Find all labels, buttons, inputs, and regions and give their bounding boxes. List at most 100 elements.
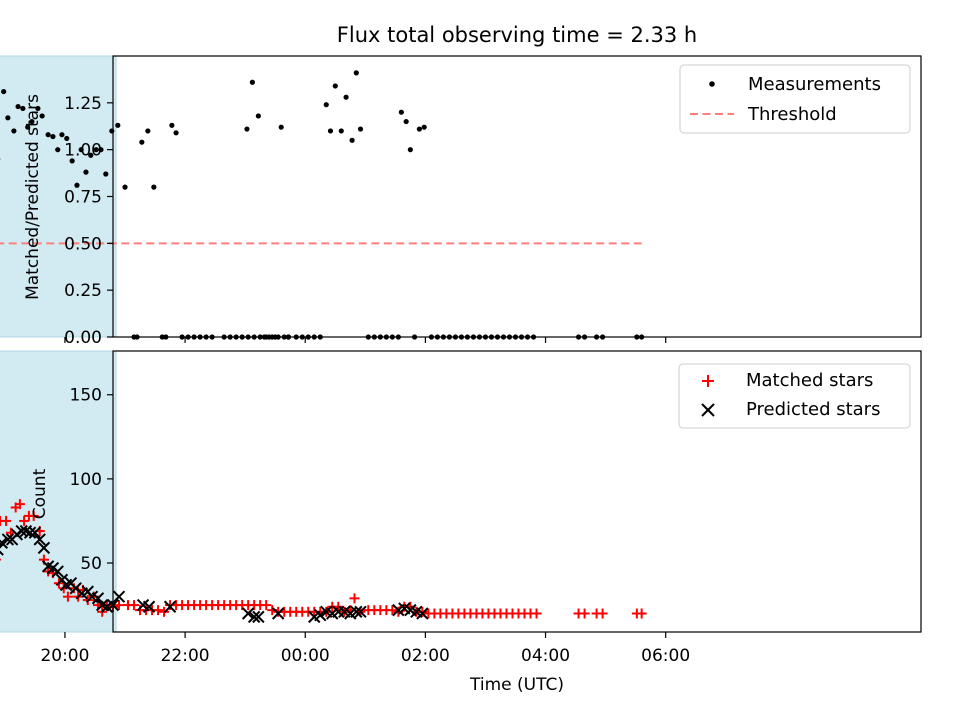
measurement-point (109, 128, 115, 134)
matched-point (153, 605, 164, 616)
measurement-point (407, 147, 413, 153)
measurement-point (11, 128, 17, 134)
measurement-point (403, 118, 409, 125)
legend-matched-label: Matched stars (746, 370, 873, 391)
matched-point (43, 566, 54, 577)
predicted-point (314, 608, 327, 622)
predicted-point (247, 610, 261, 624)
measurement-point (45, 132, 51, 138)
measurement-point (78, 147, 84, 153)
x-tick-label: 22:00 (161, 646, 210, 666)
predicted-point (112, 590, 126, 603)
top-legend-box (679, 64, 911, 134)
measurement-point (39, 113, 45, 119)
bottom-y-axis-label: Count (30, 468, 50, 519)
measurement-point (59, 132, 65, 138)
top-legend: Measurements Threshold (679, 64, 911, 134)
predicted-point (28, 526, 42, 539)
measurement-point (353, 70, 359, 76)
measurement-point (115, 122, 121, 128)
matched-point (261, 600, 272, 611)
top-axes-frame (112, 55, 922, 338)
legend-predicted-label: Predicted stars (746, 399, 880, 420)
measurement-point (83, 169, 89, 175)
measurement-point (278, 124, 284, 130)
matched-point (636, 608, 647, 619)
bottom-y-tick-label: 50 (80, 554, 102, 574)
bottom-legend: Matched stars Predicted stars (678, 363, 911, 429)
measurements-series (0, 70, 645, 340)
matched-point (349, 593, 360, 604)
predicted-point (33, 533, 46, 546)
measurement-point (332, 83, 338, 89)
matched-point (531, 608, 542, 619)
measurement-point (338, 128, 344, 134)
measurement-point (93, 147, 99, 153)
measurement-point (50, 133, 56, 140)
measurement-point (169, 122, 175, 128)
legend-plus-icon (702, 375, 714, 387)
top-y-tick-label: 0.50 (64, 234, 102, 254)
x-axis-label: Time (UTC) (469, 675, 564, 695)
measurement-point (349, 137, 355, 143)
matched-point (159, 606, 170, 617)
predicted-point (37, 541, 51, 555)
x-tick-label: 02:00 (401, 646, 450, 666)
predicted-point (416, 607, 429, 620)
matched-point (129, 600, 140, 611)
chart-title: Flux total observing time = 2.33 h (337, 23, 697, 47)
predicted-point (0, 543, 4, 556)
predicted-point (1, 533, 15, 546)
x-tick-label: 20:00 (40, 646, 89, 666)
measurement-point (255, 113, 261, 119)
top-y-tick-label: 1.25 (64, 94, 102, 114)
measurement-point (343, 94, 349, 100)
measurement-point (20, 105, 26, 112)
measurement-point (15, 103, 21, 110)
measurement-point (421, 124, 427, 130)
predicted-point (354, 605, 367, 619)
bottom-y-axis: 50 100 150 (70, 386, 113, 574)
measurement-point (122, 184, 128, 190)
matched-point (1, 515, 12, 526)
legend-measurements-label: Measurements (748, 74, 881, 95)
x-tick-label: 06:00 (641, 646, 690, 666)
predicted-point (23, 526, 37, 539)
measurement-point (357, 126, 364, 132)
matched-point (387, 605, 398, 616)
bottom-y-tick-label: 100 (70, 470, 102, 490)
measurement-point (398, 109, 404, 115)
predicted-point (142, 600, 156, 613)
x-tick-label: 00:00 (281, 646, 330, 666)
predicted-point (51, 565, 64, 578)
top-y-tick-label: 0.75 (64, 188, 102, 208)
measurement-point (35, 105, 41, 112)
predicted-point (271, 607, 285, 620)
measurement-point (103, 171, 109, 177)
top-y-tick-label: 1.00 (64, 141, 102, 161)
measurement-point (173, 130, 179, 136)
matched-point (19, 515, 30, 526)
legend-dot-icon (709, 81, 715, 87)
measurement-point (139, 139, 145, 145)
bottom-legend-box (678, 363, 911, 429)
top-y-tick-label: 0.25 (64, 281, 102, 301)
measurement-point (98, 147, 104, 153)
measurement-point (249, 79, 255, 85)
measurement-point (69, 158, 75, 164)
bottom-y-tick-label: 150 (70, 386, 102, 406)
measurement-point (55, 147, 61, 153)
predicted-point (350, 605, 363, 619)
top-y-tick-label: 0.00 (64, 328, 102, 348)
top-panel: 0.00 0.25 0.50 0.75 1.00 1.25 Matched/Predict… (0, 55, 922, 348)
legend-threshold-label: Threshold (747, 104, 837, 125)
matched-point (114, 600, 125, 611)
x-tick-label: 04:00 (521, 646, 570, 666)
measurement-point (145, 128, 151, 134)
measurement-point (327, 128, 334, 134)
top-shaded-span (0, 55, 117, 338)
predicted-point (163, 600, 177, 613)
